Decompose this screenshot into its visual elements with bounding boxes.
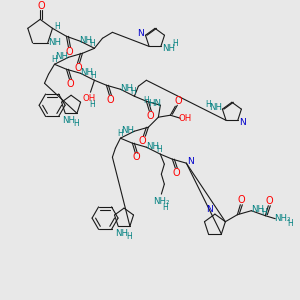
- Text: NH₂: NH₂: [274, 214, 290, 223]
- Text: O: O: [172, 168, 180, 178]
- Text: H: H: [130, 87, 136, 96]
- Text: O: O: [75, 63, 82, 73]
- Text: H: H: [73, 119, 79, 128]
- Text: NH: NH: [79, 36, 92, 45]
- Text: O: O: [37, 2, 45, 11]
- Text: NH: NH: [80, 68, 93, 77]
- Text: O: O: [238, 195, 245, 205]
- Text: NH: NH: [120, 84, 133, 93]
- Text: H: H: [261, 208, 267, 217]
- Text: H: H: [118, 129, 123, 138]
- Text: NH: NH: [146, 142, 159, 151]
- Text: NH: NH: [55, 52, 68, 61]
- Text: H: H: [52, 55, 57, 64]
- Text: O: O: [147, 111, 154, 121]
- Text: O: O: [139, 136, 146, 146]
- Text: H: H: [157, 145, 162, 154]
- Text: N: N: [206, 205, 213, 214]
- Text: NH₂: NH₂: [153, 196, 169, 206]
- Text: H: H: [163, 202, 168, 211]
- Text: H: H: [91, 71, 96, 80]
- Text: N: N: [137, 29, 144, 38]
- Text: H: H: [90, 39, 95, 48]
- Text: N: N: [187, 157, 194, 166]
- Text: O: O: [66, 47, 73, 57]
- Text: H: H: [206, 100, 211, 109]
- Text: H: H: [90, 100, 95, 109]
- Text: O: O: [133, 152, 140, 162]
- Text: O: O: [266, 196, 273, 206]
- Text: O: O: [175, 96, 182, 106]
- Text: NH: NH: [162, 44, 176, 53]
- Text: NH: NH: [209, 103, 222, 112]
- Text: H: H: [55, 22, 60, 31]
- Text: H: H: [287, 219, 293, 228]
- Text: NH: NH: [251, 205, 264, 214]
- Text: OH: OH: [179, 114, 192, 123]
- Text: NH: NH: [116, 229, 128, 238]
- Text: NH: NH: [121, 126, 134, 135]
- Text: H: H: [143, 96, 149, 105]
- Text: O: O: [67, 79, 74, 89]
- Text: N: N: [239, 118, 246, 127]
- Text: NH: NH: [63, 116, 76, 125]
- Text: H: H: [126, 232, 132, 241]
- Text: H: H: [172, 39, 178, 48]
- Text: O: O: [106, 95, 114, 105]
- Text: HN: HN: [148, 99, 161, 108]
- Text: NH: NH: [48, 38, 61, 47]
- Text: OH: OH: [83, 94, 96, 103]
